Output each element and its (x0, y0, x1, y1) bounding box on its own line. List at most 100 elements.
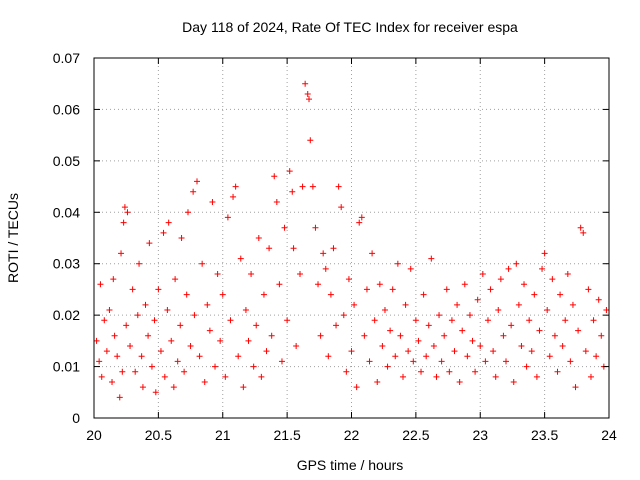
data-point (315, 281, 322, 288)
data-point (217, 337, 224, 344)
x-tick-label: 22 (344, 427, 360, 443)
data-point (503, 358, 509, 365)
data-point (302, 80, 309, 87)
data-point (603, 307, 610, 313)
data-point (322, 265, 329, 272)
data-point (168, 337, 175, 344)
data-point (593, 353, 600, 360)
data-point (146, 240, 153, 247)
data-point (164, 307, 171, 313)
data-point (263, 348, 270, 355)
data-point (557, 291, 564, 298)
data-point (394, 260, 401, 267)
x-tick-label: 22.5 (402, 427, 429, 443)
data-point (255, 235, 262, 241)
data-point (177, 322, 184, 329)
y-tick-label: 0.05 (53, 153, 80, 169)
data-point (371, 317, 378, 324)
data-point (562, 317, 569, 324)
data-point (423, 353, 430, 360)
data-point (464, 353, 471, 360)
data-point (436, 312, 443, 319)
data-point (123, 322, 130, 329)
data-point (495, 307, 502, 313)
data-point (248, 271, 255, 277)
data-point (129, 286, 136, 293)
data-point (595, 296, 602, 303)
data-point (98, 373, 105, 380)
data-point (204, 301, 211, 308)
data-point (376, 281, 383, 288)
data-point (174, 358, 181, 365)
grid-layer (94, 58, 609, 418)
data-point (366, 358, 373, 365)
data-point (138, 353, 145, 360)
data-point (345, 276, 352, 283)
data-point (515, 301, 522, 308)
data-point (549, 276, 556, 283)
data-point (284, 317, 291, 324)
data-point (118, 250, 125, 257)
data-point (598, 332, 605, 339)
data-point (124, 209, 131, 216)
data-point (505, 265, 512, 272)
data-point (384, 363, 391, 370)
data-point (240, 384, 247, 391)
data-point (492, 373, 499, 380)
data-point (245, 337, 252, 344)
data-point (351, 301, 358, 308)
data-point (410, 358, 417, 365)
data-point (253, 322, 260, 329)
data-point (554, 368, 561, 375)
data-point (134, 312, 141, 319)
data-point (356, 219, 363, 226)
data-point (564, 271, 571, 277)
y-tick-label: 0 (72, 410, 80, 426)
data-point (335, 183, 342, 190)
data-point (482, 358, 489, 365)
data-point (533, 373, 540, 380)
data-point (297, 271, 303, 277)
data-point (258, 373, 265, 380)
data-point (103, 348, 110, 355)
data-point (585, 286, 592, 293)
data-point (587, 373, 594, 380)
data-point (119, 368, 126, 375)
data-point (363, 286, 370, 293)
data-point (273, 199, 280, 205)
data-point (178, 235, 185, 241)
data-point (199, 260, 206, 267)
data-point (536, 327, 543, 334)
data-point (407, 265, 414, 272)
data-point (381, 307, 388, 313)
data-point (190, 188, 197, 195)
data-point (250, 363, 257, 370)
data-point (219, 291, 226, 298)
data-point (286, 168, 293, 175)
data-point (361, 332, 368, 339)
data-point (400, 373, 406, 380)
data-point (307, 137, 314, 144)
data-point (430, 343, 437, 349)
data-point (590, 317, 597, 324)
data-point (306, 96, 313, 103)
data-point (479, 271, 486, 277)
data-point (402, 301, 409, 308)
data-point (397, 332, 404, 339)
data-point (500, 332, 507, 339)
data-point (508, 322, 515, 329)
x-tick-label: 20.5 (145, 427, 172, 443)
data-point (96, 358, 103, 365)
data-point (184, 209, 191, 216)
data-point (187, 343, 194, 349)
data-point (224, 214, 231, 221)
x-tick-label: 23.5 (531, 427, 558, 443)
data-point (466, 312, 473, 319)
data-point (114, 353, 121, 360)
data-points (93, 80, 610, 401)
x-tick-label: 24 (601, 427, 617, 443)
data-point (472, 368, 479, 375)
x-tick-label: 20 (86, 427, 102, 443)
data-point (518, 343, 525, 349)
